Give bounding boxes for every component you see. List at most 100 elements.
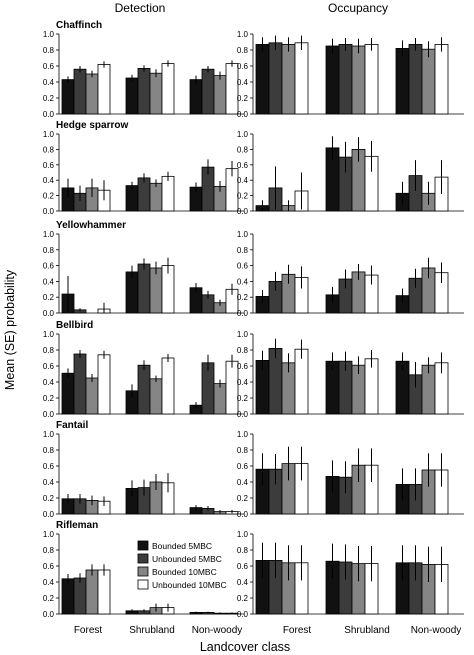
y-tick-label: 1.0 — [43, 30, 55, 39]
panel-chaffinch-occupancy: 0.0 0.2 0.4 0.6 0.8 1.0 — [237, 30, 464, 119]
y-tick-label: 1.0 — [237, 330, 249, 339]
y-tick-label: 0.2 — [237, 494, 249, 503]
y-tick-label: 0.6 — [43, 362, 55, 371]
y-tick-label: 0.4 — [43, 478, 55, 487]
y-tick-label: 0.6 — [237, 462, 249, 471]
bar-hedge-sparrow-detection-shrubland-unbounded-5mbc — [137, 177, 151, 212]
bar-bellbird-occupancy-forest-unbounded-5mbc — [268, 347, 283, 415]
bar-chaffinch-detection-non-woody-unbounded-10mbc — [225, 63, 239, 115]
x-category-shrubland-detection: Shrubland — [129, 625, 175, 636]
species-title-bellbird: Bellbird — [56, 320, 93, 331]
y-tick-label: 0.4 — [43, 578, 55, 587]
bar-chaffinch-detection-forest-bounded-10mbc — [85, 73, 99, 115]
y-tick-label: 0.8 — [237, 346, 249, 355]
panel-bellbird-occupancy: 0.0 0.2 0.4 0.6 0.8 1.0 — [237, 330, 464, 419]
legend-label-bounded-5mbc: Bounded 5MBC — [152, 541, 212, 551]
bar-chaffinch-detection-shrubland-unbounded-10mbc — [161, 63, 175, 115]
bar-chaffinch-detection-shrubland-bounded-5mbc — [125, 77, 139, 115]
bar-bellbird-detection-forest-bounded-10mbc — [85, 377, 99, 415]
y-tick-label: 0.8 — [237, 446, 249, 455]
y-tick-label: 0.8 — [237, 46, 249, 55]
y-tick-label: 0.0 — [43, 110, 55, 119]
legend-label-unbounded-10mbc: Unbounded 10MBC — [152, 580, 227, 590]
bar-chaffinch-detection-shrubland-unbounded-5mbc — [137, 68, 151, 115]
y-tick-label: 0.4 — [237, 378, 249, 387]
x-category-nonwoody-detection: Non-woody — [192, 625, 243, 636]
y-tick-label: 0.6 — [43, 62, 55, 71]
y-tick-label: 1.0 — [237, 30, 249, 39]
bar-bellbird-detection-forest-unbounded-10mbc — [97, 354, 111, 415]
y-tick-label: 0.8 — [237, 546, 249, 555]
bar-bellbird-detection-non-woody-bounded-10mbc — [213, 383, 227, 415]
panel-rifleman-occupancy: 0.0 0.2 0.4 0.6 0.8 1.0 — [237, 530, 464, 619]
y-tick-label: 1.0 — [43, 530, 55, 539]
y-tick-label: 0.2 — [43, 594, 55, 603]
bar-yellowhammer-detection-shrubland-bounded-10mbc — [149, 267, 163, 314]
bar-chaffinch-occupancy-shrubland-bounded-10mbc — [351, 45, 366, 115]
x-category-labels: Forest Shrubland Non-woody Forest Shrubl… — [74, 625, 461, 636]
legend-swatch-bounded-10mbc — [137, 566, 149, 577]
y-tick-label: 0.4 — [43, 277, 55, 286]
species-title-rifleman: Rifleman — [56, 520, 98, 531]
y-tick-label: 0.0 — [237, 207, 249, 216]
x-category-forest-detection: Forest — [74, 625, 103, 636]
y-tick-label: 0.0 — [237, 110, 249, 119]
y-tick-label: 1.0 — [43, 230, 55, 239]
y-tick-label: 0.0 — [43, 610, 55, 619]
y-tick-label: 1.0 — [43, 430, 55, 439]
bar-bellbird-detection-shrubland-bounded-10mbc — [149, 378, 163, 415]
bar-chaffinch-occupancy-forest-bounded-10mbc — [281, 44, 296, 115]
y-tick-label: 0.2 — [237, 293, 249, 302]
y-tick-label: 0.4 — [43, 176, 55, 185]
y-tick-label: 0.4 — [237, 176, 249, 185]
y-tick-label: 0.8 — [43, 145, 55, 154]
y-tick-label: 0.6 — [43, 161, 55, 170]
y-tick-label: 0.6 — [43, 562, 55, 571]
species-title-fantail: Fantail — [56, 420, 88, 431]
bar-chaffinch-detection-shrubland-bounded-10mbc — [149, 72, 163, 115]
x-axis-label: Landcover class — [200, 640, 290, 654]
y-tick-label: 0.8 — [43, 446, 55, 455]
y-tick-label: 1.0 — [237, 430, 249, 439]
legend-swatch-bounded-5mbc — [137, 540, 149, 551]
species-title-chaffinch: Chaffinch — [56, 20, 102, 31]
bar-bellbird-detection-forest-unbounded-5mbc — [73, 353, 87, 415]
bar-chaffinch-detection-forest-bounded-5mbc — [61, 79, 75, 115]
bar-chaffinch-occupancy-shrubland-unbounded-10mbc — [364, 44, 379, 115]
bar-chaffinch-occupancy-forest-unbounded-10mbc — [294, 42, 309, 115]
legend-swatch-unbounded-10mbc — [137, 579, 149, 590]
bar-rifleman-detection-forest-unbounded-10mbc — [97, 569, 111, 615]
y-tick-label: 0.6 — [43, 462, 55, 471]
y-tick-label: 0.0 — [43, 207, 55, 216]
bar-hedge-sparrow-detection-shrubland-unbounded-10mbc — [161, 175, 175, 212]
y-tick-label: 0.2 — [43, 394, 55, 403]
bar-chaffinch-occupancy-forest-bounded-5mbc — [255, 44, 270, 115]
bar-chaffinch-occupancy-non-woody-bounded-5mbc — [395, 48, 410, 115]
y-tick-label: 0.2 — [237, 192, 249, 201]
bar-chaffinch-detection-forest-unbounded-10mbc — [97, 64, 111, 115]
x-category-forest-occupancy: Forest — [283, 625, 312, 636]
y-tick-label: 0.6 — [237, 362, 249, 371]
column-title-detection: Detection — [115, 1, 166, 15]
y-tick-label: 0.2 — [43, 94, 55, 103]
y-tick-label: 0.8 — [237, 246, 249, 255]
y-tick-label: 0.6 — [237, 562, 249, 571]
bar-chaffinch-detection-non-woody-unbounded-5mbc — [201, 68, 215, 115]
bar-yellowhammer-detection-shrubland-unbounded-5mbc — [137, 263, 151, 314]
y-tick-label: 0.2 — [237, 594, 249, 603]
legend-label-bounded-10mbc: Bounded 10MBC — [152, 567, 217, 577]
y-tick-label: 0.8 — [43, 546, 55, 555]
y-tick-label: 0.0 — [43, 510, 55, 519]
bar-rifleman-detection-forest-unbounded-5mbc — [73, 577, 87, 615]
y-tick-label: 0.4 — [237, 78, 249, 87]
y-tick-label: 0.6 — [237, 262, 249, 271]
bar-chaffinch-occupancy-non-woody-unbounded-5mbc — [408, 44, 423, 115]
y-tick-label: 1.0 — [43, 330, 55, 339]
y-tick-label: 0.8 — [43, 246, 55, 255]
y-tick-label: 0.4 — [43, 78, 55, 87]
